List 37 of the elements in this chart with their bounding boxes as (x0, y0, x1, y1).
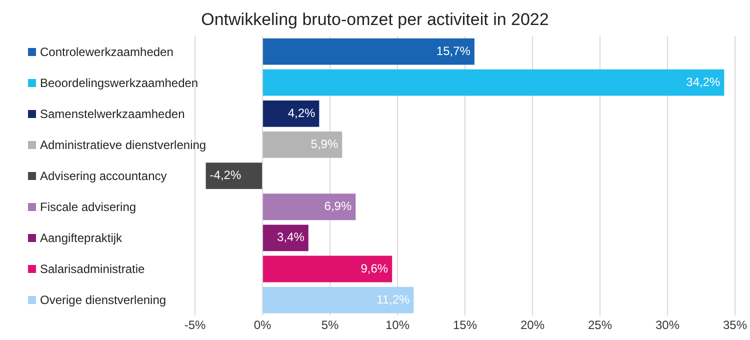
bar (263, 224, 308, 252)
y-tick-label: Controlewerkzaamheden (40, 44, 174, 59)
bar (263, 38, 474, 65)
y-tick-label: Fiscale advisering (40, 200, 136, 214)
y-tick-label: Administratieve dienstverlening (40, 138, 206, 152)
data-label: 34,2% (686, 74, 721, 89)
data-label: -4,2% (210, 168, 242, 182)
chart-title: Ontwikkeling bruto-omzet per activiteit in 2022 (200, 9, 550, 31)
y-tick-label: Samenstelwerkzaamheden (40, 106, 185, 121)
x-tick-label: 30% (655, 318, 680, 332)
bar (263, 256, 392, 282)
y-tick-label: Aangiftepraktijk (40, 230, 122, 245)
x-tick-label: -5% (184, 318, 206, 332)
data-label: 5,9% (310, 137, 338, 152)
x-tick-label: 10% (385, 318, 410, 332)
y-tick-label: Advisering accountancy (40, 168, 167, 183)
x-tick-label: 25% (588, 318, 612, 332)
data-label: 3,4% (277, 230, 305, 244)
bar (263, 100, 320, 127)
bar (206, 162, 262, 190)
bar (263, 69, 724, 96)
x-tick-label: 35% (722, 318, 748, 332)
data-label: 9,6% (360, 261, 388, 276)
bar (263, 194, 356, 220)
bar (263, 286, 414, 314)
data-label: 11,2% (376, 292, 410, 306)
data-label: 15,7% (436, 44, 471, 58)
x-tick-label: 5% (321, 318, 339, 332)
data-label: 6,9% (324, 199, 352, 214)
x-tick-label: 20% (520, 318, 545, 332)
y-tick-label: Overige dienstverlening (40, 293, 166, 308)
bar (263, 132, 342, 158)
y-tick-label: Salarisadministratie (40, 262, 145, 276)
x-tick-label: 15% (452, 318, 478, 332)
data-label: 4,2% (288, 106, 316, 120)
x-tick-label: 0% (254, 318, 272, 332)
y-tick-label: Beoordelingswerkzaamheden (40, 76, 198, 90)
